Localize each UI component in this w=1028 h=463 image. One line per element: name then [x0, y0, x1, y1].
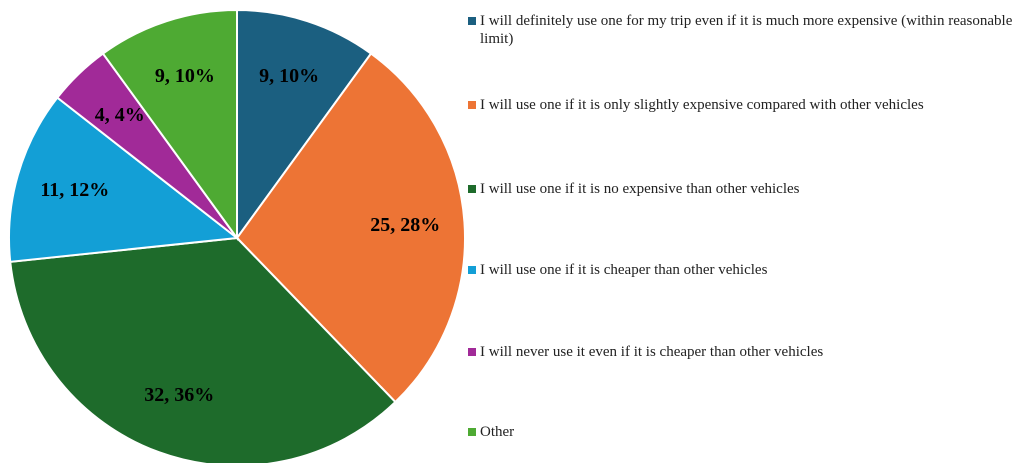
data-label: 4, 4% [95, 104, 145, 126]
legend-swatch [468, 185, 476, 193]
legend-label: Other [480, 424, 515, 440]
data-label: 32, 36% [144, 384, 214, 406]
legend-swatch [468, 101, 476, 109]
legend-item: I will use one if it is only slightly ex… [466, 96, 1026, 114]
legend-label: I will never use it even if it is cheape… [480, 344, 824, 360]
legend-item: I will use one if it is no expensive tha… [466, 180, 1026, 198]
legend-label: I will use one if it is cheaper than oth… [480, 262, 768, 278]
legend: I will definitely use one for my trip ev… [466, 0, 1026, 463]
chart: 9, 10% 25, 28% 32, 36% 11, 12% 4, 4% 9, 10% [8, 8, 466, 463]
legend-label: I will use one if it is no expensive tha… [480, 181, 800, 197]
legend-swatch [468, 266, 476, 274]
pie-slice [101, 8, 238, 242]
legend-item: I will definitely use one for my trip ev… [466, 12, 1026, 48]
pie-slice [235, 52, 466, 404]
data-label: 9, 10% [259, 65, 319, 87]
data-label: 11, 12% [40, 179, 109, 201]
data-label: 9, 10% [155, 65, 215, 87]
pie-slice [236, 8, 373, 242]
legend-item: I will never use it even if it is cheape… [466, 343, 1026, 361]
legend-item: Other [466, 423, 1026, 441]
data-label: 25, 28% [370, 214, 440, 236]
legend-swatch [468, 428, 476, 436]
legend-swatch [468, 348, 476, 356]
pie-slice [9, 236, 397, 463]
legend-label: I will definitely use one for my trip ev… [480, 13, 1013, 47]
pie-slice [8, 96, 240, 263]
legend-item: I will use one if it is cheaper than oth… [466, 261, 1026, 279]
legend-label: I will use one if it is only slightly ex… [480, 97, 924, 113]
legend-swatch [468, 17, 476, 25]
